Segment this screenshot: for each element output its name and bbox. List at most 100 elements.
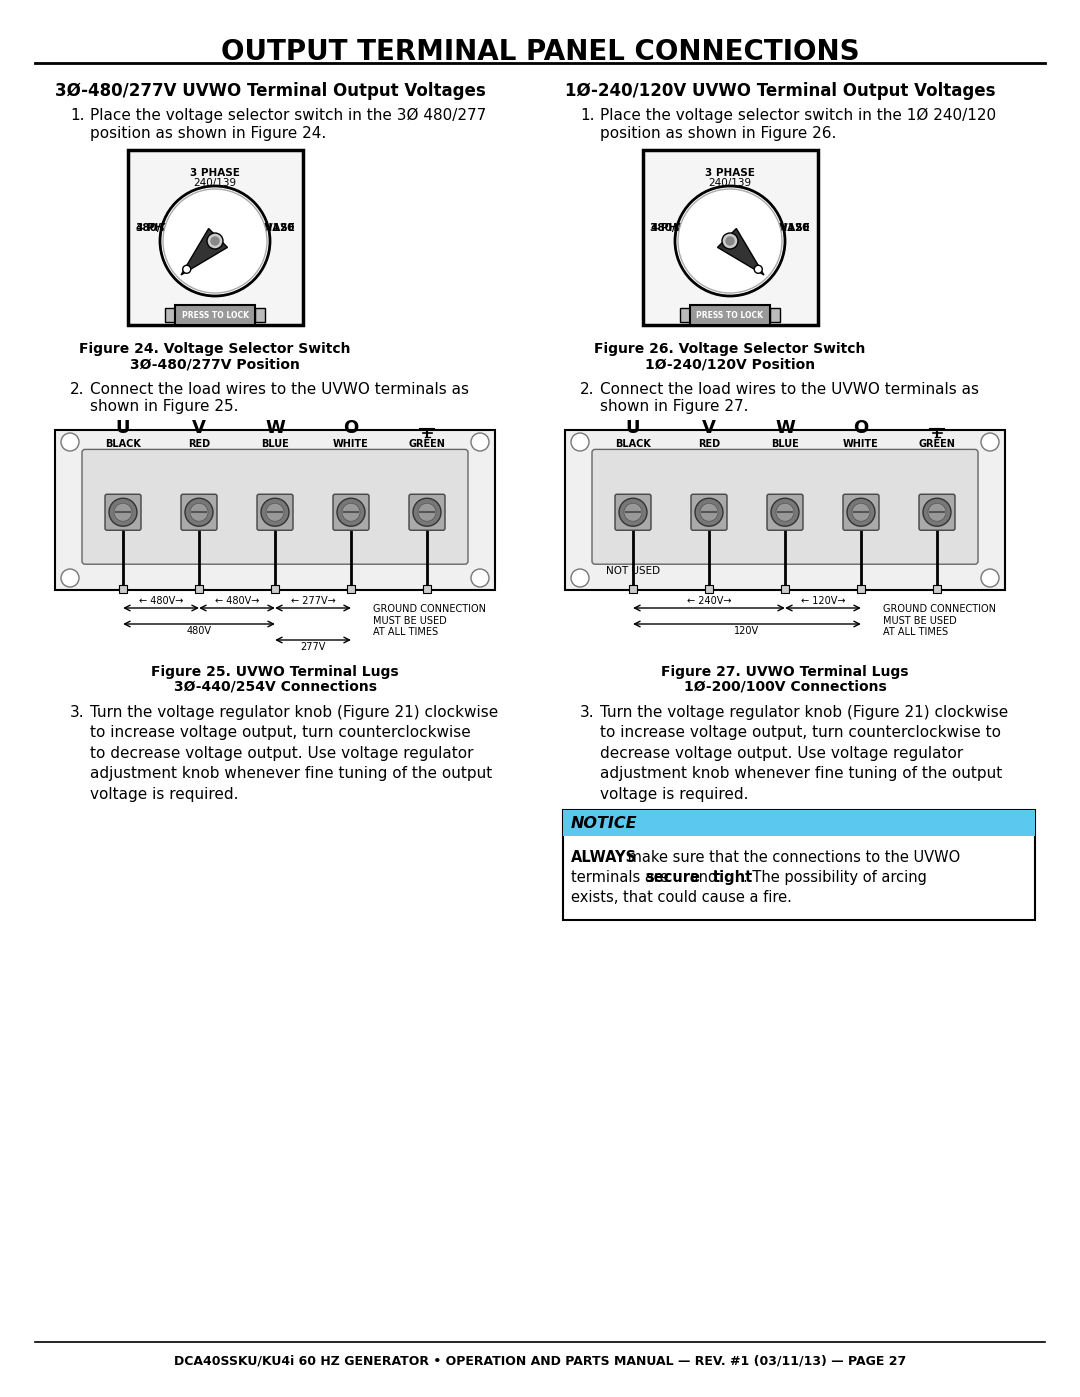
Circle shape — [60, 433, 79, 451]
FancyBboxPatch shape — [919, 495, 955, 531]
Text: 120V: 120V — [734, 626, 759, 636]
Text: 240/120: 240/120 — [762, 211, 810, 233]
Text: 1 PHASE: 1 PHASE — [759, 224, 810, 233]
Text: 3 PHASE: 3 PHASE — [135, 224, 186, 233]
Text: 2.: 2. — [580, 381, 594, 397]
Circle shape — [923, 499, 951, 527]
Circle shape — [211, 237, 219, 244]
Text: 240/120: 240/120 — [247, 211, 295, 233]
Circle shape — [852, 503, 870, 521]
Text: Turn the voltage regulator knob (Figure 21) clockwise
to increase voltage output: Turn the voltage regulator knob (Figure … — [600, 705, 1009, 802]
FancyBboxPatch shape — [615, 495, 651, 531]
FancyBboxPatch shape — [195, 585, 203, 592]
Text: tight: tight — [713, 870, 753, 886]
Text: 1.: 1. — [580, 108, 594, 123]
Polygon shape — [181, 229, 228, 275]
Text: terminals are: terminals are — [571, 870, 673, 886]
FancyBboxPatch shape — [563, 810, 1035, 921]
Text: 3Ø-480/277V Position: 3Ø-480/277V Position — [130, 358, 300, 372]
Text: 277V: 277V — [300, 643, 326, 652]
Circle shape — [771, 499, 799, 527]
Text: O: O — [343, 419, 359, 437]
Circle shape — [981, 569, 999, 587]
Text: Turn the voltage regulator knob (Figure 21) clockwise
to increase voltage output: Turn the voltage regulator knob (Figure … — [90, 705, 498, 802]
Circle shape — [754, 265, 762, 274]
Circle shape — [624, 503, 642, 521]
Circle shape — [471, 569, 489, 587]
Text: V: V — [192, 419, 206, 437]
Text: NOT USED: NOT USED — [606, 566, 660, 576]
Circle shape — [114, 503, 132, 521]
FancyBboxPatch shape — [563, 810, 1035, 835]
Text: Connect the load wires to the UVWO terminals as
shown in Figure 27.: Connect the load wires to the UVWO termi… — [600, 381, 978, 415]
Text: GROUND CONNECTION
MUST BE USED
AT ALL TIMES: GROUND CONNECTION MUST BE USED AT ALL TI… — [373, 604, 486, 637]
Text: 3Ø-440/254V Connections: 3Ø-440/254V Connections — [174, 680, 377, 694]
FancyBboxPatch shape — [347, 585, 355, 592]
Text: 1.: 1. — [70, 108, 84, 123]
Text: GROUND CONNECTION
MUST BE USED
AT ALL TIMES: GROUND CONNECTION MUST BE USED AT ALL TI… — [883, 604, 996, 637]
Text: ← 277V→: ← 277V→ — [291, 597, 336, 606]
Text: 3 PHASE: 3 PHASE — [705, 168, 755, 177]
FancyBboxPatch shape — [257, 495, 293, 531]
Circle shape — [60, 569, 79, 587]
FancyBboxPatch shape — [770, 307, 780, 321]
Text: DCA40SSKU/KU4i 60 HZ GENERATOR • OPERATION AND PARTS MANUAL — REV. #1 (03/11/13): DCA40SSKU/KU4i 60 HZ GENERATOR • OPERATI… — [174, 1355, 906, 1368]
Text: GREEN: GREEN — [408, 440, 445, 450]
Circle shape — [109, 499, 137, 527]
Text: 3 PHASE: 3 PHASE — [650, 224, 700, 233]
Text: Connect the load wires to the UVWO terminals as
shown in Figure 25.: Connect the load wires to the UVWO termi… — [90, 381, 469, 415]
Circle shape — [928, 503, 946, 521]
Text: ALWAYS: ALWAYS — [571, 849, 637, 865]
FancyBboxPatch shape — [119, 585, 127, 592]
Text: ← 480V→: ← 480V→ — [215, 597, 259, 606]
Circle shape — [619, 499, 647, 527]
Circle shape — [471, 433, 489, 451]
Text: 3 PHASE: 3 PHASE — [190, 168, 240, 177]
FancyBboxPatch shape — [409, 495, 445, 531]
FancyBboxPatch shape — [333, 495, 369, 531]
FancyBboxPatch shape — [127, 149, 302, 326]
Text: 1Ø-200/100V Connections: 1Ø-200/100V Connections — [684, 680, 887, 694]
Text: 240/139: 240/139 — [708, 177, 752, 189]
FancyBboxPatch shape — [592, 450, 978, 564]
Text: BLACK: BLACK — [616, 440, 651, 450]
Circle shape — [571, 569, 589, 587]
Circle shape — [266, 503, 284, 521]
FancyBboxPatch shape — [55, 430, 495, 590]
FancyBboxPatch shape — [423, 585, 431, 592]
Text: NOTICE: NOTICE — [571, 816, 637, 830]
Text: Figure 25. UVWO Terminal Lugs: Figure 25. UVWO Terminal Lugs — [151, 665, 399, 679]
Text: . The possibility of arcing: . The possibility of arcing — [743, 870, 927, 886]
Circle shape — [413, 499, 441, 527]
FancyBboxPatch shape — [181, 495, 217, 531]
FancyBboxPatch shape — [933, 585, 941, 592]
Circle shape — [696, 499, 723, 527]
Text: Figure 26. Voltage Selector Switch: Figure 26. Voltage Selector Switch — [594, 342, 866, 356]
FancyBboxPatch shape — [643, 149, 818, 326]
FancyBboxPatch shape — [165, 307, 175, 321]
Text: PRESS TO LOCK: PRESS TO LOCK — [181, 310, 248, 320]
Text: 2.: 2. — [70, 381, 84, 397]
FancyBboxPatch shape — [858, 585, 865, 592]
FancyBboxPatch shape — [271, 585, 279, 592]
Circle shape — [675, 186, 785, 296]
Circle shape — [185, 499, 213, 527]
Text: 480V: 480V — [187, 626, 212, 636]
Text: 480/277: 480/277 — [135, 211, 184, 233]
Text: 240/139: 240/139 — [193, 177, 237, 189]
Text: Place the voltage selector switch in the 3Ø 480/277
position as shown in Figure : Place the voltage selector switch in the… — [90, 108, 486, 141]
Text: RED: RED — [188, 440, 211, 450]
Text: WHITE: WHITE — [333, 440, 369, 450]
FancyBboxPatch shape — [82, 450, 468, 564]
Text: BLUE: BLUE — [261, 440, 288, 450]
FancyBboxPatch shape — [565, 430, 1005, 590]
Text: ← 240V→: ← 240V→ — [687, 597, 731, 606]
Circle shape — [678, 189, 782, 293]
Circle shape — [261, 499, 289, 527]
FancyBboxPatch shape — [105, 495, 141, 531]
Text: OUTPUT TERMINAL PANEL CONNECTIONS: OUTPUT TERMINAL PANEL CONNECTIONS — [220, 38, 860, 66]
Circle shape — [160, 186, 270, 296]
Text: Figure 24. Voltage Selector Switch: Figure 24. Voltage Selector Switch — [79, 342, 351, 356]
Text: W: W — [775, 419, 795, 437]
Text: exists, that could cause a fire.: exists, that could cause a fire. — [571, 890, 792, 905]
